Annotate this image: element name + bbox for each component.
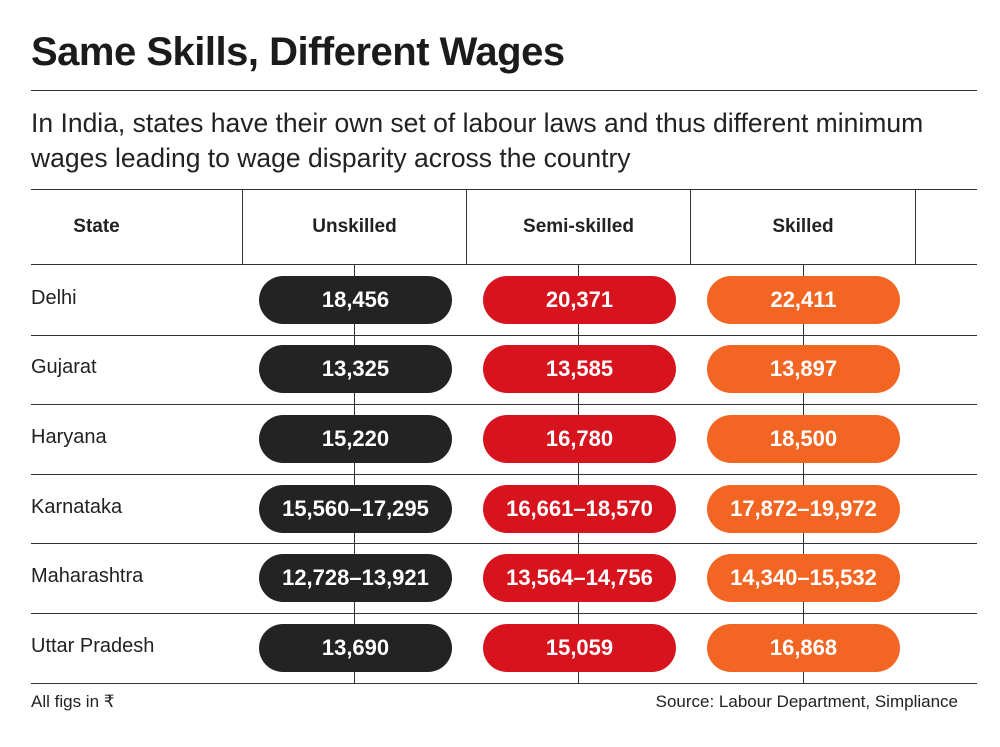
wage-pill-semi-skilled: 16,661–18,570 [483,484,676,533]
row-rule [31,474,977,475]
state-label: Uttar Pradesh [31,634,155,657]
wage-pill-semi-skilled: 13,564–14,756 [483,554,676,603]
column-header-unskilled: Unskilled [312,216,397,237]
state-label: Haryana [31,426,107,448]
wage-pill-semi-skilled: 20,371 [483,275,676,324]
state-label: Gujarat [31,356,97,379]
header-bottom-rule [31,264,977,265]
row-rule [31,613,977,614]
header-top-rule [31,189,977,190]
column-divider [466,190,467,264]
row-rule [31,683,977,684]
column-divider [242,190,243,264]
wage-pill-skilled: 14,340–15,532 [707,554,900,603]
chart-title: Same Skills, Different Wages [31,30,565,74]
state-label: Maharashtra [31,565,144,588]
chart-subtitle: In India, states have their own set of l… [31,108,924,173]
wage-pill-semi-skilled: 13,585 [483,345,676,394]
wage-pill-unskilled: 12,728–13,921 [259,554,452,603]
wage-pill-skilled: 22,411 [707,275,900,324]
title-rule [31,90,977,91]
wage-pill-skilled: 18,500 [707,415,900,463]
column-header-semi-skilled: Semi-skilled [523,216,634,237]
column-header-state: State [73,216,120,237]
column-header-skilled: Skilled [772,216,834,237]
wage-pill-unskilled: 13,690 [259,623,452,672]
wage-pill-skilled: 16,868 [707,623,900,672]
wage-pill-skilled: 13,897 [707,345,900,394]
wage-pill-unskilled: 18,456 [259,275,452,324]
wage-pill-skilled: 17,872–19,972 [707,484,900,533]
source-note: Source: Labour Department, Simpliance [655,692,958,711]
row-rule [31,335,977,336]
state-label: Delhi [31,286,77,309]
column-divider [915,190,916,264]
wage-pill-semi-skilled: 16,780 [483,415,676,463]
wage-pill-unskilled: 15,560–17,295 [259,484,452,533]
row-rule [31,543,977,544]
footnote-currency: All figs in ₹ [31,692,115,711]
row-rule [31,404,977,405]
wage-pill-unskilled: 15,220 [259,415,452,463]
wage-pill-unskilled: 13,325 [259,345,452,394]
column-divider [690,190,691,264]
wage-pill-semi-skilled: 15,059 [483,623,676,672]
state-label: Karnataka [31,495,123,518]
